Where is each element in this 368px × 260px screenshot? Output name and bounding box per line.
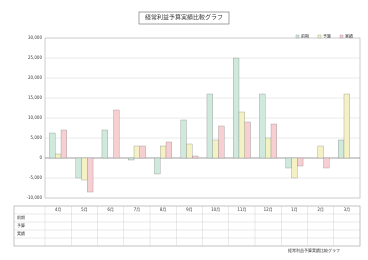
- bar: [133, 145, 140, 159]
- legend-swatch: [295, 34, 300, 39]
- bar: [192, 155, 199, 159]
- bar: [87, 157, 94, 193]
- x-tick-label: 9月: [186, 207, 193, 212]
- y-tick-label: 5,000: [31, 135, 43, 140]
- x-tick-label: 2月: [317, 207, 324, 212]
- x-tick-label: 5月: [81, 207, 88, 212]
- x-tick-label: 8月: [160, 207, 167, 212]
- legend-swatch: [317, 34, 322, 39]
- x-tick-label: 6月: [107, 207, 114, 212]
- bar: [186, 143, 193, 159]
- bar: [297, 157, 304, 167]
- title-box: [138, 11, 230, 25]
- legend-label: 予算: [323, 33, 331, 39]
- y-tick-label: 25,000: [28, 55, 42, 60]
- legend-label: 前期: [301, 33, 309, 39]
- bar: [259, 93, 266, 159]
- bar: [285, 157, 292, 169]
- bar: [180, 119, 187, 159]
- bar: [206, 93, 213, 159]
- x-tick-label: 1月: [291, 207, 298, 212]
- legend-swatch: [339, 34, 344, 39]
- bar: [291, 157, 298, 179]
- bar: [343, 93, 350, 159]
- bar: [60, 129, 67, 159]
- x-tick-label: 11月: [237, 207, 246, 212]
- chart-title: 経常利益予算実績比較グラフ: [145, 14, 223, 22]
- y-tick-label: 30,000: [28, 35, 42, 40]
- bar: [317, 145, 324, 159]
- bar: [101, 129, 108, 159]
- table-row-label: 前期: [17, 214, 25, 220]
- y-tick-label: 0: [39, 155, 42, 160]
- table-row-label: 実績: [17, 230, 25, 236]
- y-tick-label: 15,000: [28, 95, 42, 100]
- y-tick-label: 10,000: [28, 115, 42, 120]
- bar: [113, 109, 120, 159]
- bar: [238, 111, 245, 159]
- bar: [270, 123, 277, 159]
- bar: [338, 139, 345, 159]
- table-row-label: 予算: [17, 222, 25, 228]
- legend-label: 実績: [345, 33, 353, 39]
- bar: [49, 132, 56, 159]
- bar: [81, 157, 88, 181]
- footer-title: 経常利益予算実績比較グラフ: [288, 247, 340, 253]
- bar: [75, 157, 82, 179]
- bar: [55, 153, 62, 159]
- bar: [160, 145, 167, 159]
- y-tick-label: -5,000: [29, 175, 42, 180]
- bar: [212, 139, 219, 159]
- bar: [139, 145, 146, 159]
- bar: [154, 157, 161, 175]
- bar: [323, 157, 330, 169]
- x-tick-label: 7月: [134, 207, 141, 212]
- x-tick-label: 12月: [264, 207, 273, 212]
- bar: [165, 141, 172, 159]
- bar: [128, 157, 135, 161]
- bar: [265, 137, 272, 159]
- y-tick-label: 20,000: [28, 75, 42, 80]
- bar: [233, 57, 240, 159]
- y-tick-label: -10,000: [27, 195, 43, 200]
- bar: [218, 125, 225, 159]
- bar: [244, 121, 251, 159]
- x-tick-label: 4月: [55, 207, 62, 212]
- x-tick-label: 3月: [344, 207, 351, 212]
- x-tick-label: 10月: [211, 207, 220, 212]
